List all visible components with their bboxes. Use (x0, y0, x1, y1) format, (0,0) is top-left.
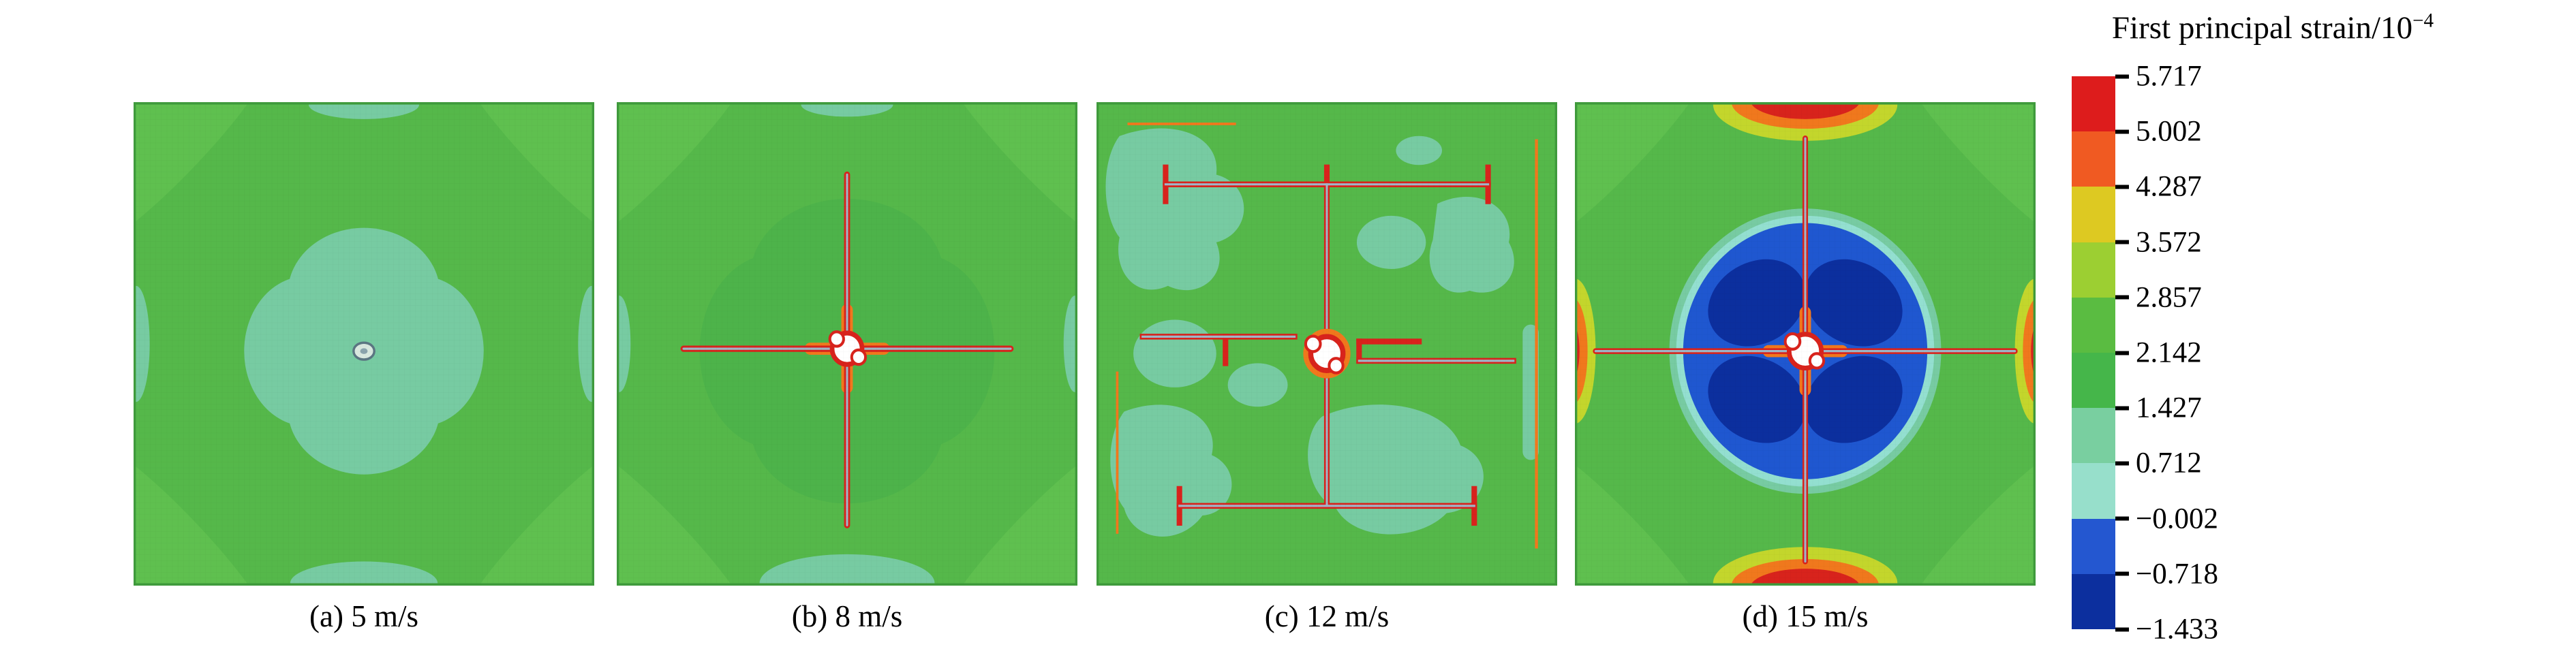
panel-c-12ms (1097, 102, 1557, 586)
colorbar-tick: 4.287 (2115, 172, 2202, 202)
panel-d-15ms (1575, 102, 2036, 586)
colorbar-tick-label: 3.572 (2136, 226, 2202, 259)
colorbar-tick: 2.857 (2115, 283, 2202, 312)
colorbar-band (2072, 463, 2115, 519)
colorbar-title: First principal strain/10−4 (1969, 10, 2576, 46)
colorbar-tick-mark (2115, 185, 2129, 189)
colorbar-tick-mark (2115, 351, 2129, 355)
mesh-overlay (1575, 102, 2036, 586)
colorbar-gradient (2072, 76, 2115, 630)
colorbar-tick: −0.002 (2115, 504, 2218, 533)
colorbar-tick-mark (2115, 295, 2129, 300)
colorbar-title-text: First principal strain/10 (2111, 10, 2413, 46)
colorbar-band (2072, 131, 2115, 187)
contour-plot-15ms (1575, 102, 2036, 586)
colorbar-tick-mark (2115, 461, 2129, 466)
mesh-overlay (1097, 102, 1557, 586)
colorbar-band (2072, 187, 2115, 242)
colorbar-tick: 5.002 (2115, 117, 2202, 146)
colorbar-ticks: 5.717 5.002 4.287 3.572 2.857 2.142 1.427 0.712… (2072, 62, 2218, 644)
colorbar-tick-label: −0.718 (2136, 558, 2219, 590)
colorbar-tick-mark (2115, 406, 2129, 411)
contour-plot-5ms (134, 102, 594, 586)
colorbar-tick-mark (2115, 240, 2129, 244)
panel-caption-b: (b) 8 m/s (791, 599, 903, 633)
colorbar-tick: 1.427 (2115, 394, 2202, 423)
colorbar-tick-label: 4.287 (2136, 170, 2202, 203)
mesh-overlay (134, 102, 594, 586)
colorbar-title-exponent: −4 (2412, 10, 2434, 32)
panel-caption-a: (a) 5 m/s (309, 599, 418, 633)
colorbar-band (2072, 76, 2115, 132)
colorbar-tick: 0.712 (2115, 449, 2202, 478)
colorbar-band (2072, 297, 2115, 353)
colorbar-band (2072, 573, 2115, 630)
mesh-overlay (617, 102, 1077, 586)
contour-plot-12ms (1097, 102, 1557, 586)
colorbar-band (2072, 518, 2115, 574)
colorbar-tick-mark (2115, 129, 2129, 134)
panel-caption-c: (c) 12 m/s (1264, 599, 1390, 633)
colorbar: 5.717 5.002 4.287 3.572 2.857 2.142 1.427 0.712… (2072, 62, 2218, 644)
colorbar-tick: 3.572 (2115, 227, 2202, 257)
colorbar-tick: 5.717 (2115, 62, 2202, 91)
colorbar-band (2072, 408, 2115, 464)
colorbar-tick: −0.718 (2115, 559, 2218, 588)
panel-a-5ms (134, 102, 594, 586)
colorbar-tick: −1.433 (2115, 615, 2218, 644)
colorbar-tick-mark (2115, 516, 2129, 521)
colorbar-tick-label: 0.712 (2136, 447, 2202, 479)
colorbar-tick-label: 2.142 (2136, 336, 2202, 369)
colorbar-tick-mark (2115, 74, 2129, 78)
contour-plot-8ms (617, 102, 1077, 586)
colorbar-band (2072, 242, 2115, 298)
panel-b-8ms (617, 102, 1077, 586)
colorbar-tick-label: 1.427 (2136, 392, 2202, 424)
panel-caption-d: (d) 15 m/s (1742, 599, 1869, 633)
colorbar-band (2072, 353, 2115, 409)
colorbar-tick: 2.142 (2115, 338, 2202, 368)
colorbar-tick-label: 2.857 (2136, 281, 2202, 314)
colorbar-tick-label: 5.002 (2136, 115, 2202, 148)
colorbar-tick-label: −1.433 (2136, 613, 2219, 646)
colorbar-tick-mark (2115, 627, 2129, 631)
colorbar-tick-label: −0.002 (2136, 503, 2219, 535)
colorbar-tick-mark (2115, 571, 2129, 576)
colorbar-tick-label: 5.717 (2136, 60, 2202, 93)
